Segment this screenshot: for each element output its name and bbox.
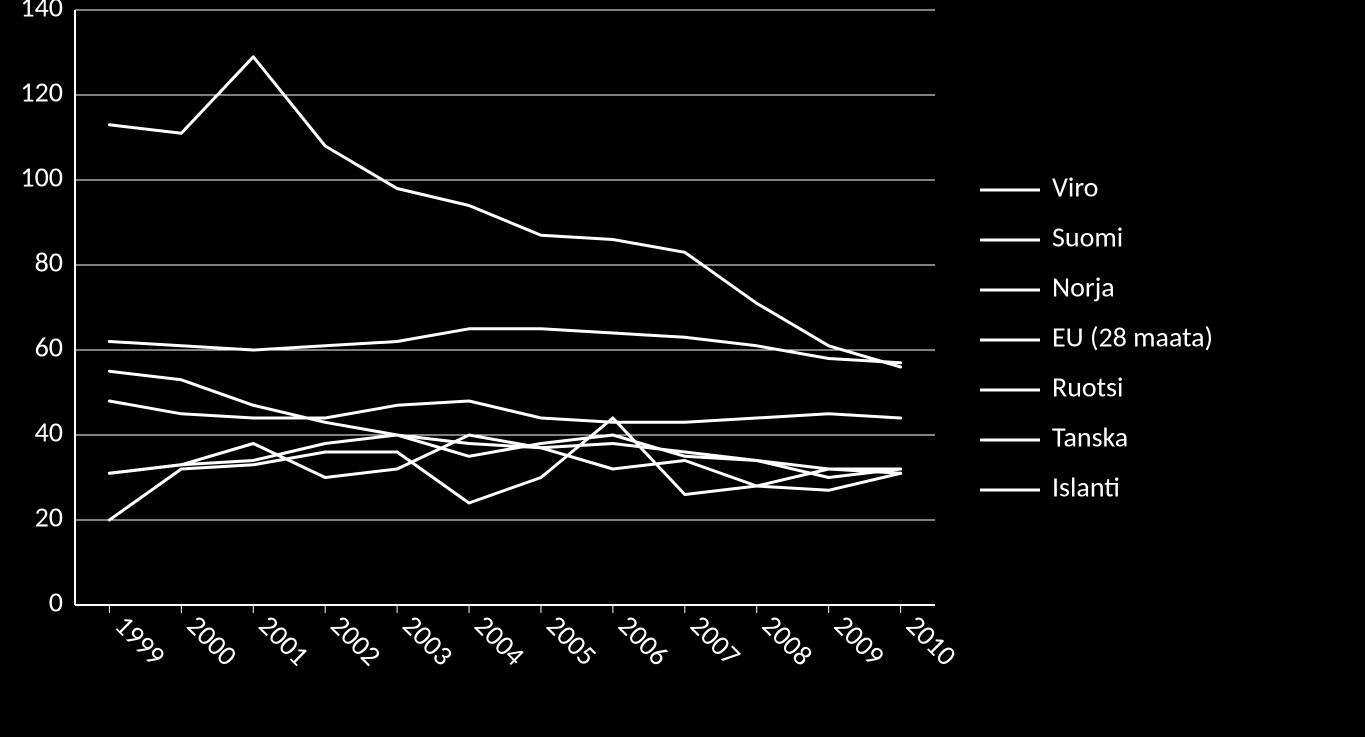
y-tick-label: 0: [49, 585, 63, 620]
y-tick-label: 80: [35, 245, 63, 280]
chart-svg: 0204060801001201401999200020012002200320…: [0, 0, 1365, 737]
y-tick-label: 20: [35, 500, 63, 535]
legend-label: Ruotsi: [1052, 370, 1123, 405]
y-tick-label: 140: [20, 0, 63, 25]
y-tick-label: 100: [20, 160, 63, 195]
legend-label: Islanti: [1052, 470, 1120, 505]
legend-label: EU (28 maata): [1052, 320, 1213, 355]
legend-label: Suomi: [1052, 220, 1123, 255]
line-chart: 0204060801001201401999200020012002200320…: [0, 0, 1365, 737]
legend-label: Viro: [1052, 170, 1098, 205]
y-tick-label: 60: [35, 330, 63, 365]
legend-label: Tanska: [1052, 420, 1128, 455]
y-tick-label: 40: [35, 415, 63, 450]
y-tick-label: 120: [20, 75, 63, 110]
legend-label: Norja: [1052, 270, 1115, 305]
